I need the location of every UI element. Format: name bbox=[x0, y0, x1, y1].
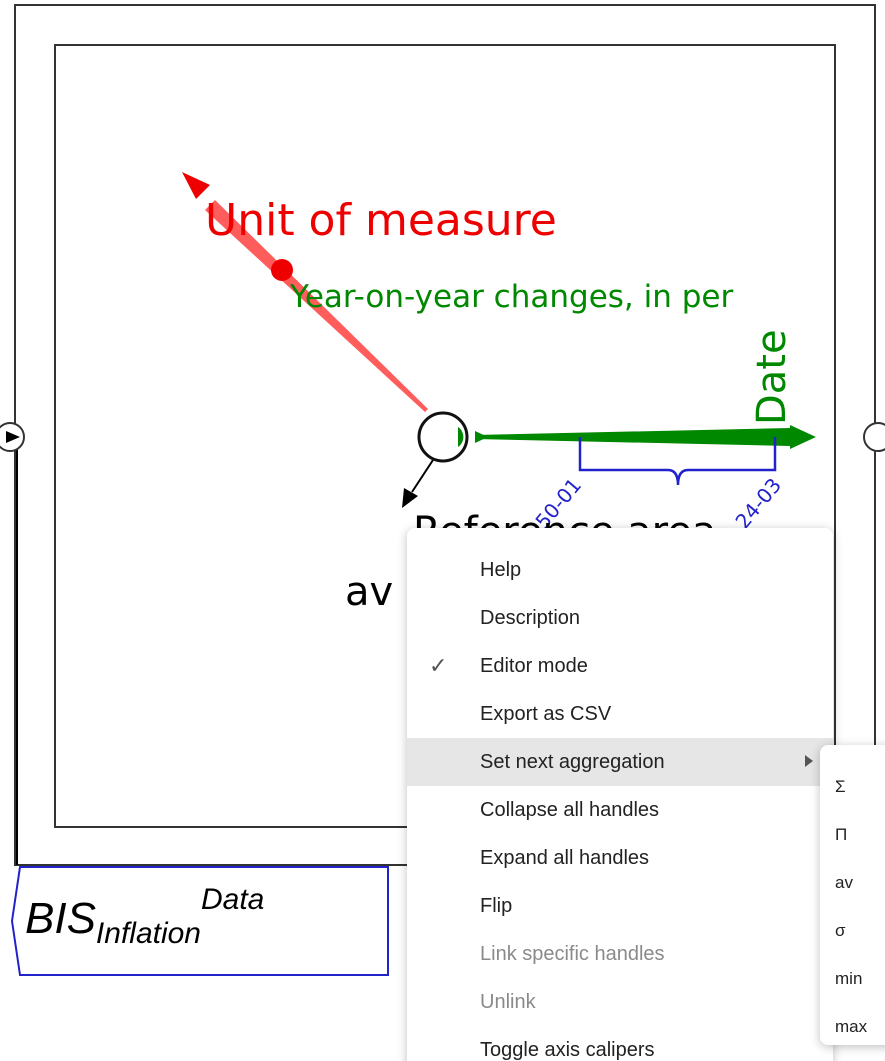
date-end: 24-03 bbox=[730, 473, 786, 533]
left-handle-arrow bbox=[6, 431, 20, 443]
menu-item-label: Flip bbox=[480, 895, 513, 917]
check-icon: ✓ bbox=[429, 653, 448, 678]
menu-item[interactable]: Toggle axis calipers bbox=[407, 1026, 833, 1061]
unit-handle[interactable] bbox=[271, 259, 293, 281]
date-brace bbox=[578, 437, 777, 486]
submenu-arrow bbox=[805, 755, 813, 767]
submenu-item[interactable]: min bbox=[835, 969, 863, 988]
submenu-item[interactable]: max bbox=[835, 1017, 868, 1036]
dataset-box[interactable] bbox=[10, 866, 389, 976]
date-arrowhead bbox=[790, 425, 816, 449]
menu-item[interactable]: Flip bbox=[407, 882, 833, 930]
menu-item-label: Link specific handles bbox=[480, 943, 665, 965]
menu-item[interactable]: ✓ Editor mode bbox=[407, 642, 833, 690]
date-axis bbox=[475, 428, 790, 446]
unit-label: Unit of measure bbox=[205, 195, 557, 246]
menu-item[interactable]: Collapse all handles bbox=[407, 786, 833, 834]
menu-item-label: Collapse all handles bbox=[480, 799, 660, 821]
origin-marker bbox=[458, 427, 464, 447]
menu-item[interactable]: Description bbox=[407, 594, 833, 642]
menu-item: Link specific handles bbox=[407, 930, 833, 978]
submenu-item[interactable]: av bbox=[835, 873, 853, 892]
menu-item: Unlink bbox=[407, 978, 833, 1026]
submenu-item[interactable]: σ bbox=[835, 921, 846, 940]
menu-item-label: Toggle axis calipers bbox=[480, 1039, 655, 1061]
menu-item-label: Unlink bbox=[480, 991, 536, 1013]
aggregation-label: av bbox=[345, 569, 393, 615]
menu-item[interactable]: Help bbox=[407, 546, 833, 594]
menu-item-label: Help bbox=[480, 559, 522, 581]
dataset-label: BISInflationData bbox=[25, 883, 264, 950]
context-menu: Help Description ✓ Editor mode Export as CSV… bbox=[407, 528, 833, 1061]
menu-item-label: Export as CSV bbox=[480, 703, 612, 725]
unit-value-label: Year-on-year changes, in per bbox=[289, 279, 733, 315]
origin-handle[interactable] bbox=[417, 411, 469, 463]
date-label: Date bbox=[749, 329, 795, 425]
menu-item-label: Editor mode bbox=[480, 655, 588, 677]
submenu-item[interactable]: Π bbox=[835, 825, 848, 844]
menu-item-label: Expand all handles bbox=[480, 847, 650, 869]
menu-item-label: Set next aggregation bbox=[480, 751, 665, 773]
date-start-arrow bbox=[475, 431, 488, 443]
reference-arrowhead bbox=[402, 488, 418, 508]
menu-item-label: Description bbox=[480, 607, 581, 629]
menu-item[interactable]: Set next aggregation bbox=[407, 738, 833, 786]
right-handle[interactable] bbox=[863, 422, 885, 452]
unit-arrowhead bbox=[182, 172, 210, 199]
menu-item[interactable]: Export as CSV bbox=[407, 690, 833, 738]
reference-axis bbox=[411, 459, 434, 493]
unit-axis bbox=[205, 200, 428, 412]
menu-item[interactable]: Expand all handles bbox=[407, 834, 833, 882]
submenu-item[interactable]: Σ bbox=[835, 777, 846, 796]
